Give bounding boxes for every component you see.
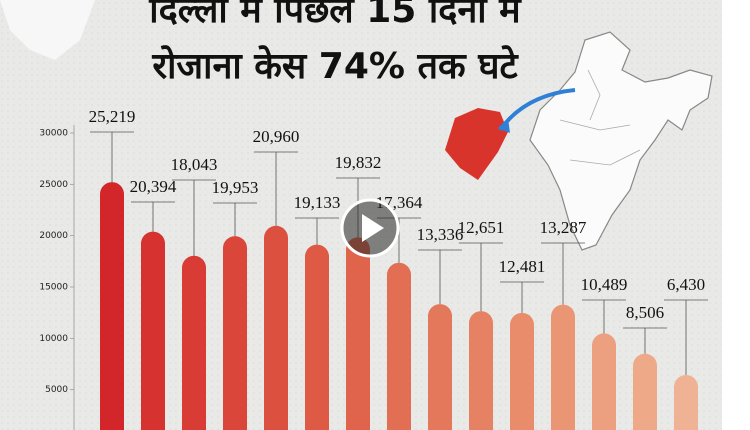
bar <box>223 236 247 430</box>
value-label: 13,336 <box>417 225 464 244</box>
state-borders <box>559 69 641 166</box>
bar <box>346 237 370 430</box>
value-label: 8,506 <box>626 303 664 322</box>
bar <box>100 182 124 430</box>
right-border <box>722 0 750 430</box>
value-label: 10,489 <box>581 275 628 294</box>
value-label: 6,430 <box>667 275 705 294</box>
bar <box>551 304 575 430</box>
delhi-map <box>445 108 508 180</box>
value-label: 20,960 <box>253 127 300 146</box>
bar <box>182 255 206 430</box>
value-label: 19,953 <box>212 178 259 197</box>
play-icon[interactable] <box>362 214 384 242</box>
value-label: 19,832 <box>335 153 382 172</box>
bar <box>469 311 493 430</box>
title-line: रोजाना केस 74% तक घटे <box>151 45 519 87</box>
value-label: 18,043 <box>171 155 218 174</box>
bar <box>633 353 657 430</box>
y-tick-label: 10000 <box>39 334 68 344</box>
bar <box>305 244 329 430</box>
y-tick-label: 30000 <box>39 129 68 139</box>
india-map <box>529 31 713 251</box>
value-label: 19,133 <box>294 193 341 212</box>
bar <box>510 312 534 430</box>
bar <box>141 231 165 430</box>
bar <box>674 374 698 430</box>
title-line: दिल्ली में पिछले 15 दिनों में <box>148 0 522 31</box>
bar <box>387 262 411 430</box>
torn-paper <box>0 0 95 60</box>
value-label: 13,287 <box>540 218 587 237</box>
plot: 5000 10000 15000 20000 25000 30000 25,219 20,39… <box>39 107 708 430</box>
y-tick-label: 5000 <box>45 385 68 395</box>
arrow-head <box>498 118 510 133</box>
value-label: 20,394 <box>130 177 177 196</box>
y-tick-label: 25000 <box>39 180 68 190</box>
bar <box>428 304 452 430</box>
value-label: 12,651 <box>458 218 505 237</box>
y-tick-label: 20000 <box>39 231 68 241</box>
value-label: 25,219 <box>89 107 136 126</box>
bar <box>592 333 616 430</box>
value-label: 12,481 <box>499 257 546 276</box>
y-tick-label: 15000 <box>39 283 68 293</box>
bar <box>264 225 288 430</box>
play-button[interactable] <box>340 198 400 258</box>
